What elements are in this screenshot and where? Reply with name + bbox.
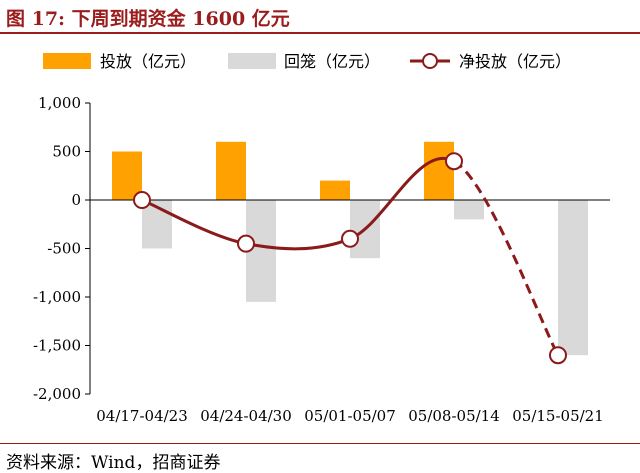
invest-bar	[424, 141, 454, 200]
y-tick-label: -2,000	[33, 385, 81, 403]
legend-invest-swatch	[43, 53, 91, 69]
x-axis: 04/17-04/23 04/24-04/30 05/01-05/07 05/08-0…	[96, 407, 604, 425]
invest-bar	[320, 180, 350, 200]
legend-repay-label: 回笼（亿元）	[284, 52, 380, 71]
net-point	[341, 229, 359, 248]
repay-bar	[558, 200, 588, 356]
chart: 投放（亿元） 回笼（亿元） 净投放（亿元） 1,000 500 0 -500 -1,000 -…	[33, 52, 610, 425]
legend-repay-swatch	[228, 53, 276, 69]
legend-invest-label: 投放（亿元）	[100, 52, 196, 71]
net-point	[445, 152, 463, 171]
y-tick-label: 0	[71, 191, 81, 209]
x-tick-label: 05/08-05/14	[408, 407, 500, 425]
net-point	[237, 234, 255, 253]
repay-bars	[142, 200, 588, 356]
y-tick-label: -1,000	[33, 288, 81, 306]
net-line	[133, 152, 567, 365]
chart-title: 图 17: 下周到期资金 1600 亿元	[6, 8, 290, 30]
legend-net-marker	[422, 53, 438, 69]
y-tick-label: -1,500	[33, 337, 81, 355]
source-divider	[0, 443, 640, 444]
net-point	[549, 346, 567, 365]
source-note: 资料来源：Wind，招商证券	[6, 453, 221, 473]
x-tick-label: 04/17-04/23	[96, 407, 188, 425]
y-axis: 1,000 500 0 -500 -1,000 -1,500 -2,000	[33, 94, 91, 403]
y-tick-label: 500	[52, 143, 81, 161]
net-point	[133, 191, 151, 209]
y-tick-label: 1,000	[38, 94, 81, 112]
x-tick-label: 05/01-05/07	[304, 407, 396, 425]
y-tick-label: -500	[47, 240, 81, 258]
legend-net-label: 净投放（亿元）	[459, 52, 571, 71]
net-line-solid	[141, 156, 455, 251]
x-tick-label: 05/15-05/21	[512, 407, 604, 425]
invest-bar	[112, 151, 142, 200]
invest-bars	[112, 141, 454, 200]
net-line-dashed	[453, 159, 560, 356]
x-tick-label: 04/24-04/30	[200, 407, 292, 425]
invest-bar	[216, 141, 246, 200]
legend: 投放（亿元） 回笼（亿元） 净投放（亿元）	[43, 52, 571, 71]
title-underline	[0, 32, 640, 34]
repay-bar	[454, 200, 484, 220]
